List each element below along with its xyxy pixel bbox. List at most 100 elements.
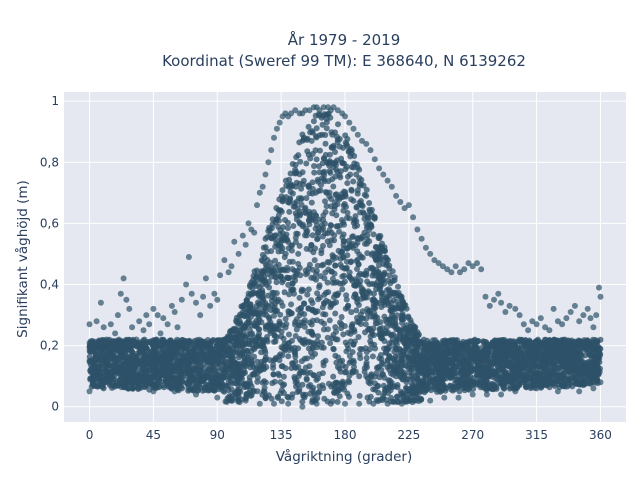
scatter-point: [293, 379, 299, 385]
scatter-point: [388, 395, 394, 401]
scatter-point: [291, 274, 297, 280]
scatter-point: [348, 331, 354, 337]
scatter-point: [309, 191, 315, 197]
scatter-point: [311, 341, 317, 347]
scatter-point: [289, 310, 295, 316]
scatter-point: [344, 252, 350, 258]
scatter-point: [356, 252, 362, 258]
scatter-point: [330, 184, 336, 190]
scatter-point: [305, 183, 311, 189]
scatter-point: [140, 375, 146, 381]
scatter-point: [290, 259, 296, 265]
scatter-point: [186, 382, 192, 388]
scatter-point: [372, 216, 378, 222]
scatter-point: [364, 250, 370, 256]
scatter-point: [345, 174, 351, 180]
scatter-point: [290, 287, 296, 293]
scatter-point: [304, 376, 310, 382]
scatter-point: [165, 341, 171, 347]
scatter-point: [286, 177, 292, 183]
scatter-point: [325, 289, 331, 295]
scatter-point: [321, 345, 327, 351]
scatter-point: [332, 311, 338, 317]
scatter-point: [288, 189, 294, 195]
scatter-point: [297, 323, 303, 329]
scatter-point: [313, 218, 319, 224]
scatter-point: [304, 246, 310, 252]
scatter-point: [240, 304, 246, 310]
scatter-point: [295, 261, 301, 267]
scatter-point: [136, 385, 142, 391]
scatter-point: [387, 308, 393, 314]
scatter-point: [315, 375, 321, 381]
scatter-point: [389, 315, 395, 321]
scatter-point: [292, 203, 298, 209]
scatter-point: [270, 365, 276, 371]
scatter-point: [547, 337, 553, 343]
scatter-point: [489, 343, 495, 349]
scatter-point: [335, 121, 341, 127]
scatter-point: [306, 124, 312, 130]
scatter-point: [315, 179, 321, 185]
scatter-point: [323, 141, 329, 147]
scatter-point: [266, 314, 272, 320]
scatter-point: [549, 379, 555, 385]
scatter-point: [553, 369, 559, 375]
scatter-point: [309, 387, 315, 393]
scatter-point: [323, 209, 329, 215]
scatter-point: [282, 341, 288, 347]
scatter-point: [331, 237, 337, 243]
scatter-point: [335, 290, 341, 296]
scatter-point: [366, 200, 372, 206]
scatter-point: [238, 381, 244, 387]
scatter-point: [288, 365, 294, 371]
scatter-point: [538, 350, 544, 356]
scatter-point: [437, 362, 443, 368]
scatter-point: [344, 391, 350, 397]
scatter-point: [356, 334, 362, 340]
scatter-point: [368, 333, 374, 339]
scatter-point: [174, 337, 180, 343]
scatter-point: [326, 163, 332, 169]
scatter-point: [330, 374, 336, 380]
scatter-point: [140, 341, 146, 347]
scatter-point: [519, 350, 525, 356]
scatter-point: [382, 254, 388, 260]
scatter-point: [344, 259, 350, 265]
scatter-point: [429, 369, 435, 375]
scatter-point: [303, 161, 309, 167]
scatter-point: [213, 371, 219, 377]
scatter-point: [311, 118, 317, 124]
scatter-point: [234, 391, 240, 397]
scatter-point: [350, 179, 356, 185]
scatter-point: [391, 349, 397, 355]
scatter-point: [346, 215, 352, 221]
scatter-point: [99, 359, 105, 365]
scatter-point: [143, 360, 149, 366]
scatter-point: [369, 328, 375, 334]
scatter-point: [340, 160, 346, 166]
scatter-point: [343, 340, 349, 346]
scatter-point: [293, 169, 299, 175]
scatter-point: [286, 198, 292, 204]
scatter-point: [330, 257, 336, 263]
scatter-point: [351, 153, 357, 159]
scatter-point: [448, 387, 454, 393]
scatter-point: [314, 290, 320, 296]
scatter-point: [318, 319, 324, 325]
scatter-point: [319, 340, 325, 346]
scatter-point: [311, 170, 317, 176]
scatter-point: [308, 329, 314, 335]
scatter-point: [337, 174, 343, 180]
scatter-point: [351, 358, 357, 364]
scatter-point: [274, 298, 280, 304]
scatter-point: [325, 280, 331, 286]
scatter-point: [351, 160, 357, 166]
scatter-point: [340, 363, 346, 369]
scatter-point: [306, 286, 312, 292]
scatter-point: [384, 345, 390, 351]
scatter-point: [303, 365, 309, 371]
scatter-point: [320, 311, 326, 317]
scatter-point: [214, 342, 220, 348]
